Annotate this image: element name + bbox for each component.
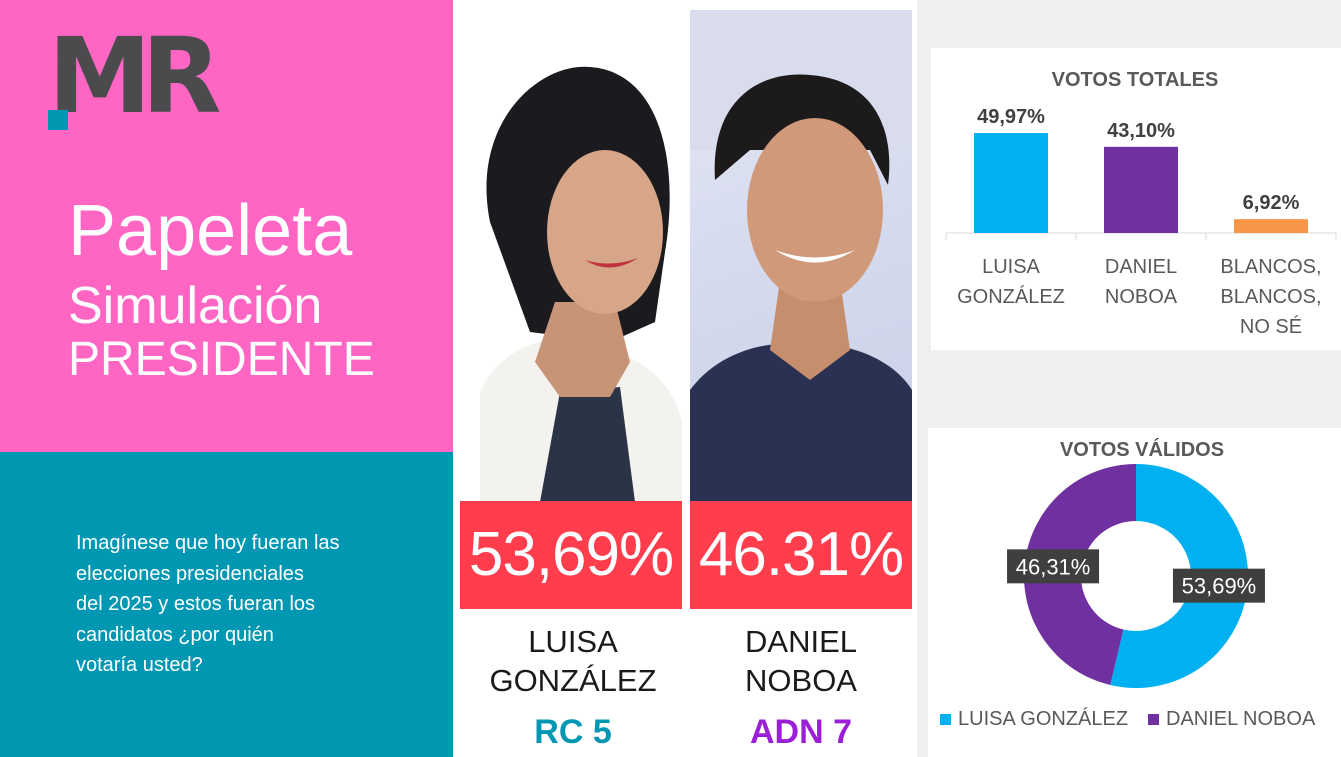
donut-chart-title: VOTOS VÁLIDOS	[1060, 438, 1224, 461]
percent-daniel: 46.31%	[690, 501, 912, 609]
logo-accent-square	[48, 110, 68, 130]
bar-chart-title: VOTOS TOTALES	[1052, 69, 1219, 91]
bar-2	[1234, 219, 1308, 233]
bar-data-label: 43,10%	[1107, 120, 1175, 142]
logo-text: MR	[48, 15, 222, 137]
title-panel: MR Papeleta Simulación PRESIDENTE	[0, 0, 453, 452]
legend-entry: DANIEL NOBOA	[1166, 708, 1316, 730]
bar-chart: VOTOS TOTALES 49,97% LUISA GONZÁLEZ 43,10% D…	[945, 69, 1337, 338]
donut-label-box	[1172, 568, 1265, 603]
bar-category-label: BLANCOS,	[1220, 286, 1321, 308]
donut-chart-panel: VOTOS VÁLIDOS 53,69% 46,31% LUISA GONZÁLEZ…	[928, 428, 1341, 757]
bar-category-label: BLANCOS,	[1220, 256, 1321, 278]
bar-category-label: LUISA	[982, 256, 1040, 278]
bar-0	[974, 133, 1048, 233]
portrait-luisa-icon	[480, 66, 682, 502]
candidate-photo-daniel	[690, 10, 912, 502]
bar-1	[1104, 146, 1178, 233]
donut-label-box	[1007, 549, 1100, 584]
bar-chart-panel: VOTOS TOTALES 49,97% LUISA GONZÁLEZ 43,10% D…	[931, 48, 1341, 350]
candidate-name-daniel: DANIEL NOBOA	[745, 624, 857, 698]
candidate-name-luisa: LUISA GONZÁLEZ	[489, 624, 657, 698]
donut-data-label: 46,31%	[1016, 554, 1091, 579]
bar-data-label: 6,92%	[1243, 192, 1300, 214]
survey-question: Imagínese que hoy fueran las elecciones …	[76, 532, 340, 676]
legend-swatch	[1148, 714, 1159, 725]
candidate-photo-luisa	[460, 62, 682, 502]
page-title: Papeleta	[68, 191, 353, 271]
bar-category-label: NOBOA	[1105, 286, 1178, 308]
page-subtitle: Simulación	[68, 277, 323, 335]
legend-swatch	[940, 714, 951, 725]
bar-category-label: NO SÉ	[1240, 315, 1302, 338]
bar-category-label: DANIEL	[1105, 256, 1177, 278]
donut-chart: VOTOS VÁLIDOS 53,69% 46,31% LUISA GONZÁLEZ…	[940, 438, 1316, 730]
donut-slice-0	[1110, 464, 1248, 688]
party-luisa: RC 5	[534, 713, 612, 751]
page-subtitle-office: PRESIDENTE	[68, 333, 375, 386]
mr-logo: MR	[48, 24, 238, 130]
donut-data-label: 53,69%	[1182, 574, 1257, 599]
legend-entry: LUISA GONZÁLEZ	[958, 707, 1128, 730]
percent-luisa: 53,69%	[460, 501, 682, 609]
question-panel: Imagínese que hoy fueran las elecciones …	[0, 452, 453, 757]
portrait-daniel-icon	[690, 10, 912, 502]
party-daniel: ADN 7	[749, 713, 853, 751]
bar-data-label: 49,97%	[977, 106, 1045, 128]
bar-category-label: GONZÁLEZ	[957, 285, 1065, 308]
